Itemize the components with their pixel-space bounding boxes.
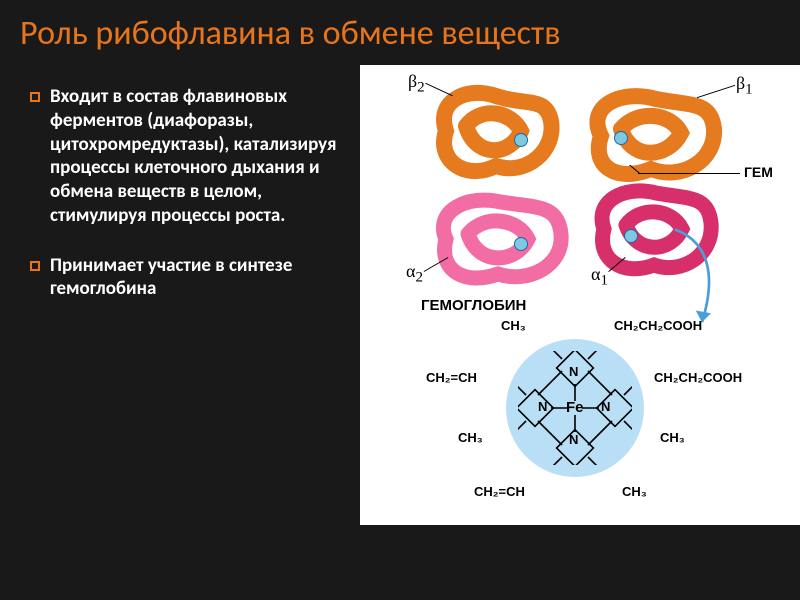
- subunit-beta2: [426, 81, 566, 191]
- bullet-text: Входит в состав флавиновых ферментов (ди…: [50, 85, 350, 228]
- heme-dot-icon: [614, 131, 628, 145]
- beta1-label: β1: [736, 73, 753, 99]
- subunit-beta1: [576, 81, 716, 191]
- diagram-panel: β2 β1 α2 α1 ГЕМ ГЕМОГЛОБИН: [360, 65, 800, 525]
- alpha1-label: α1: [591, 264, 608, 290]
- alpha2-label: α2: [406, 261, 423, 287]
- bullet-text: Принимает участие в синтезе гемоглобина: [50, 254, 350, 302]
- n-label: N: [601, 399, 610, 414]
- beta2-label: β2: [408, 71, 425, 97]
- chem-propionate: CH₂CH₂COOH: [614, 318, 702, 333]
- bullet-icon: [30, 92, 40, 102]
- page-title: Роль рибофлавина в обмене веществ: [0, 0, 800, 53]
- heme-structure: Fe N N N N CH₃ CH₂CH₂COOH CH₂=CH CH₂CH₂C…: [366, 304, 794, 522]
- chem-propionate: CH₂CH₂COOH: [654, 370, 742, 385]
- heme-dot-icon: [514, 237, 528, 251]
- fe-label: Fe: [566, 399, 584, 416]
- content-row: Входит в состав флавиновых ферментов (ди…: [0, 65, 800, 525]
- chem-vinyl: CH₂=CH: [474, 484, 525, 499]
- bullet-icon: [30, 261, 40, 271]
- n-label: N: [569, 432, 578, 447]
- n-label: N: [538, 399, 547, 414]
- leader-line: [638, 173, 740, 174]
- heme-dot-icon: [624, 229, 638, 243]
- chem-ch3: CH₃: [622, 484, 647, 499]
- chem-ch3: CH₃: [660, 430, 685, 445]
- list-item: Принимает участие в синтезе гемоглобина: [30, 254, 350, 302]
- list-item: Входит в состав флавиновых ферментов (ди…: [30, 85, 350, 228]
- gem-label: ГЕМ: [744, 164, 773, 180]
- hemoglobin-diagram: β2 β1 α2 α1 ГЕМ ГЕМОГЛОБИН: [366, 69, 794, 304]
- n-label: N: [569, 364, 578, 379]
- heme-dot-icon: [514, 133, 528, 147]
- chem-vinyl: CH₂=CH: [426, 370, 477, 385]
- subunit-alpha2: [426, 184, 566, 294]
- text-column: Входит в состав флавиновых ферментов (ди…: [0, 65, 360, 525]
- chem-ch3: CH₃: [458, 430, 483, 445]
- chem-ch3: CH₃: [501, 318, 526, 333]
